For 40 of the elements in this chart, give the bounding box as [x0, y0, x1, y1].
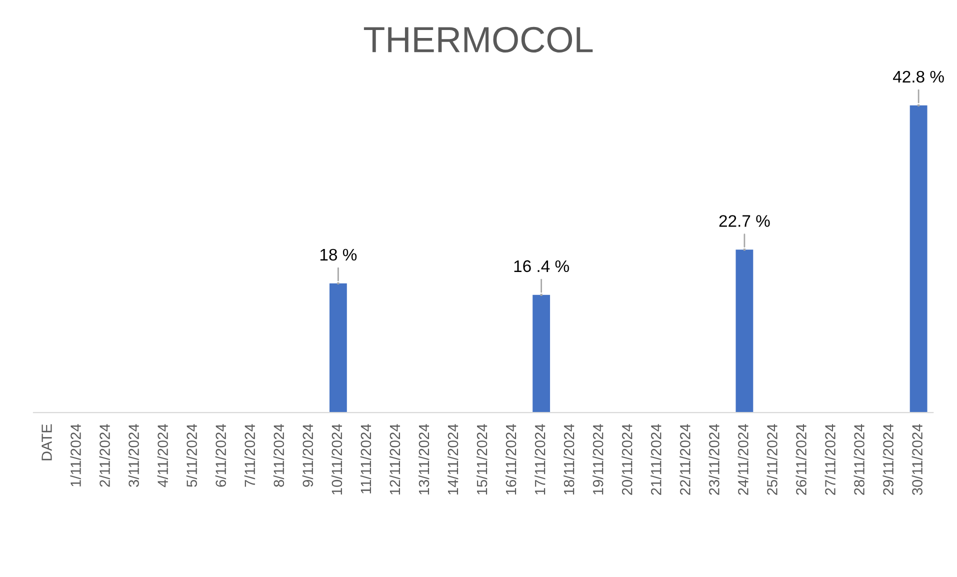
x-tick-label: DATE	[42, 424, 52, 460]
x-tick-label: 7/11/2024	[244, 424, 256, 487]
bar	[329, 283, 347, 413]
x-tick-label: 10/11/2024	[331, 424, 342, 494]
x-tick-label: 20/11/2024	[622, 424, 632, 495]
bar	[532, 294, 550, 413]
x-tick-label: 24/11/2024	[738, 424, 748, 495]
x-tick-label: 4/11/2024	[157, 424, 168, 488]
x-tick-label: 17/11/2024	[534, 424, 546, 494]
x-tick-label: 30/11/2024	[912, 424, 922, 496]
x-tick-label: 21/11/2024	[650, 424, 662, 495]
x-tick-label: 29/11/2024	[882, 424, 894, 495]
x-tick-label: 25/11/2024	[766, 424, 778, 495]
x-tick-label: 2/11/2024	[99, 424, 110, 487]
x-tick-label: 11/11/2024	[360, 424, 372, 494]
bar	[910, 105, 928, 413]
x-tick-label: 12/11/2024	[389, 424, 400, 494]
x-tick-label: 23/11/2024	[708, 424, 720, 495]
x-tick-label: 28/11/2024	[854, 424, 864, 495]
x-tick-label: 5/11/2024	[186, 424, 198, 487]
x-tick-label: 1/11/2024	[70, 424, 81, 486]
x-tick-label: 18/11/2024	[564, 424, 574, 494]
x-tick-label: 15/11/2024	[476, 424, 488, 494]
x-tick-label: 9/11/2024	[302, 424, 314, 487]
data-label: 42.8 %	[893, 70, 944, 83]
bar	[736, 250, 754, 413]
x-tick-label: 14/11/2024	[447, 424, 458, 494]
x-tick-label: 3/11/2024	[128, 424, 139, 487]
x-tick-label: 8/11/2024	[273, 424, 284, 487]
data-label: 16 .4 %	[514, 260, 569, 272]
x-tick-label: 27/11/2024	[824, 424, 836, 495]
x-tick-label: 26/11/2024	[796, 424, 806, 495]
x-tick-label: 22/11/2024	[680, 424, 690, 495]
x-tick-label: 6/11/2024	[215, 424, 226, 487]
data-label: 18 %	[320, 248, 357, 261]
chart-title: THERMOCOL	[364, 26, 593, 52]
x-tick-label: 16/11/2024	[506, 424, 516, 494]
x-tick-label: 13/11/2024	[418, 424, 430, 494]
data-label: 22.7 %	[719, 215, 770, 227]
x-tick-label: 19/11/2024	[592, 424, 604, 494]
